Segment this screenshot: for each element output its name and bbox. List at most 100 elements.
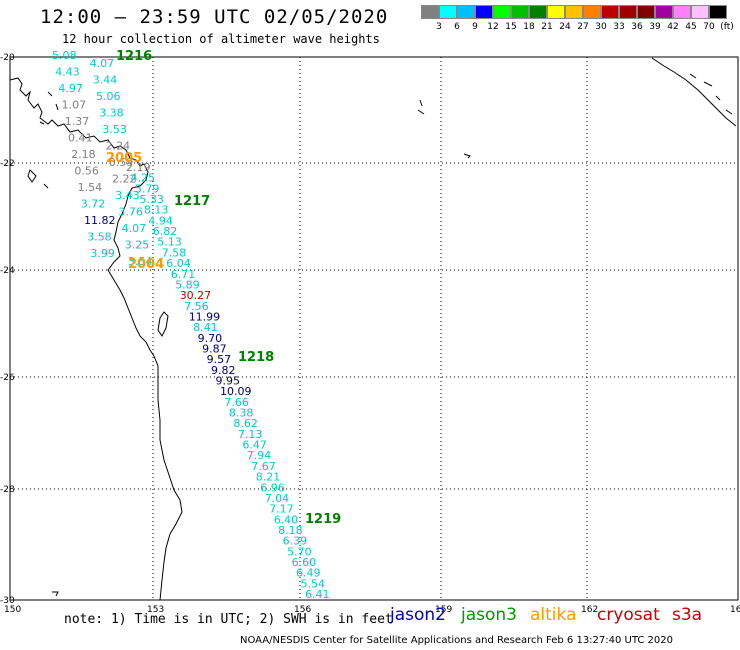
wave-height-value: 6.82 bbox=[153, 225, 178, 238]
wave-height-value: 6.60 bbox=[292, 556, 317, 569]
wave-height-value: 7.94 bbox=[247, 449, 271, 462]
color-scale-label: 18 bbox=[523, 22, 535, 32]
wave-height-value: 1.07 bbox=[62, 98, 87, 111]
color-scale-label: 70 bbox=[703, 22, 715, 32]
wave-height-value: 0.41 bbox=[68, 131, 93, 144]
wave-height-value: 4.07 bbox=[90, 57, 115, 70]
color-swatch bbox=[493, 5, 511, 19]
wave-height-value: 3.53 bbox=[102, 123, 127, 136]
wave-height-value: 6.47 bbox=[242, 439, 267, 452]
latitude-label: -24 bbox=[0, 266, 15, 276]
color-scale-label: 45 bbox=[685, 22, 697, 32]
coral-sea-islet bbox=[463, 153, 471, 159]
wave-height-value: 9.95 bbox=[216, 375, 241, 388]
wave-height-value: 6.49 bbox=[296, 567, 321, 580]
color-swatch bbox=[457, 5, 475, 19]
graticule bbox=[10, 57, 738, 600]
legend-altika: altika bbox=[530, 605, 577, 625]
wave-height-value: 5.89 bbox=[175, 278, 200, 291]
color-scale-label: 27 bbox=[577, 22, 589, 32]
wave-height-value: 3.76 bbox=[118, 206, 142, 219]
wave-height-value: 2.18 bbox=[71, 148, 96, 161]
color-swatch bbox=[637, 5, 655, 19]
footer-note: note: 1) Time is in UTC; 2) SWH is in fe… bbox=[64, 612, 393, 627]
wave-height-value: 5.79 bbox=[135, 182, 160, 195]
wave-height-value: 5.06 bbox=[96, 90, 121, 103]
wave-height-value: 4.25 bbox=[131, 172, 156, 185]
wave-height-value: 2.24 bbox=[106, 140, 131, 153]
norfolk-marker bbox=[52, 591, 59, 597]
legend-jason2: jason2 bbox=[390, 605, 446, 625]
color-swatch bbox=[421, 5, 439, 19]
wave-height-value: 7.58 bbox=[162, 246, 187, 259]
color-swatch bbox=[601, 5, 619, 19]
color-scale-label: (ft) bbox=[720, 22, 734, 32]
wave-height-value: 7.66 bbox=[224, 396, 249, 409]
coastline bbox=[9, 57, 737, 601]
wave-height-value: 11.82 bbox=[84, 214, 116, 227]
color-scale-label: 15 bbox=[505, 22, 517, 32]
wave-height-value: 2.19 bbox=[126, 161, 151, 174]
pass-number: 1218 bbox=[238, 350, 274, 365]
color-scale-label: 39 bbox=[649, 22, 661, 32]
map-subtitle: 12 hour collection of altimeter wave hei… bbox=[62, 32, 380, 46]
wave-height-value: 3.99 bbox=[90, 247, 115, 260]
wave-height-value: 7.04 bbox=[265, 492, 290, 505]
map-frame bbox=[9, 56, 739, 601]
latitude-label: -28 bbox=[0, 485, 15, 495]
color-swatch bbox=[475, 5, 493, 19]
wave-height-value: 3.44 bbox=[93, 74, 118, 87]
coral-sea-cay bbox=[417, 99, 425, 115]
wave-height-value: 0.56 bbox=[74, 164, 99, 177]
wave-height-value: 11.99 bbox=[189, 310, 221, 323]
wave-height-value: 6.96 bbox=[260, 481, 285, 494]
color-scale-label: 42 bbox=[667, 22, 679, 32]
pass-number: 1217 bbox=[174, 194, 210, 209]
new-caledonia-islets bbox=[689, 73, 733, 115]
wave-height-value: 5.08 bbox=[52, 49, 77, 62]
credit-line: NOAA/NESDIS Center for Satellite Applica… bbox=[240, 635, 673, 646]
pass-number: 1219 bbox=[305, 512, 341, 527]
wave-height-value: 6.41 bbox=[305, 588, 330, 601]
wave-height-value: 8.62 bbox=[233, 417, 258, 430]
color-swatch bbox=[439, 5, 457, 19]
color-swatch bbox=[619, 5, 637, 19]
color-swatch bbox=[511, 5, 529, 19]
color-swatch bbox=[709, 5, 727, 19]
pass-number: 2004 bbox=[128, 257, 164, 272]
color-swatch bbox=[673, 5, 691, 19]
longitude-label: 153 bbox=[147, 605, 164, 615]
wave-height-value: 5.54 bbox=[301, 577, 326, 590]
wave-height-value: 8.18 bbox=[278, 524, 303, 537]
legend-s3a: s3a bbox=[672, 605, 703, 625]
new-caledonia bbox=[651, 57, 737, 127]
color-scale-label: 3 bbox=[436, 22, 442, 32]
wave-height-value: 1.37 bbox=[65, 115, 90, 128]
wave-height-value: 6.71 bbox=[171, 268, 196, 281]
wave-height-value: 6.04 bbox=[166, 257, 191, 270]
color-scale-label: 21 bbox=[541, 22, 553, 32]
wave-height-value: 3.38 bbox=[99, 107, 124, 120]
wave-height-value: 10.09 bbox=[220, 385, 252, 398]
legend-jason3: jason3 bbox=[461, 605, 517, 625]
wave-height-value: 9.70 bbox=[198, 332, 223, 345]
color-scale-label: 12 bbox=[487, 22, 499, 32]
australia-coastline bbox=[9, 77, 183, 601]
wave-height-value: 3.25 bbox=[125, 239, 150, 252]
wave-height-value: 8.21 bbox=[256, 471, 280, 484]
wave-height-value: 4.94 bbox=[148, 214, 173, 227]
latitude-label: -30 bbox=[0, 596, 15, 606]
wave-height-value: 7.67 bbox=[251, 460, 275, 473]
wave-height-value: 5.70 bbox=[287, 545, 312, 558]
wave-height-value: 4.97 bbox=[58, 82, 83, 95]
pass-number: 2005 bbox=[106, 151, 142, 166]
color-swatch bbox=[547, 5, 565, 19]
wave-height-value: 6.40 bbox=[274, 513, 299, 526]
whitsunday-islands bbox=[27, 91, 59, 189]
color-scale-label: 24 bbox=[559, 22, 571, 32]
map-title: 12:00 — 23:59 UTC 02/05/2020 bbox=[40, 6, 389, 28]
latitude-label: -20 bbox=[0, 53, 15, 63]
wave-height-value: 30.27 bbox=[180, 289, 212, 302]
color-scale-label: 30 bbox=[595, 22, 607, 32]
wave-height-value: 1.54 bbox=[78, 181, 103, 194]
